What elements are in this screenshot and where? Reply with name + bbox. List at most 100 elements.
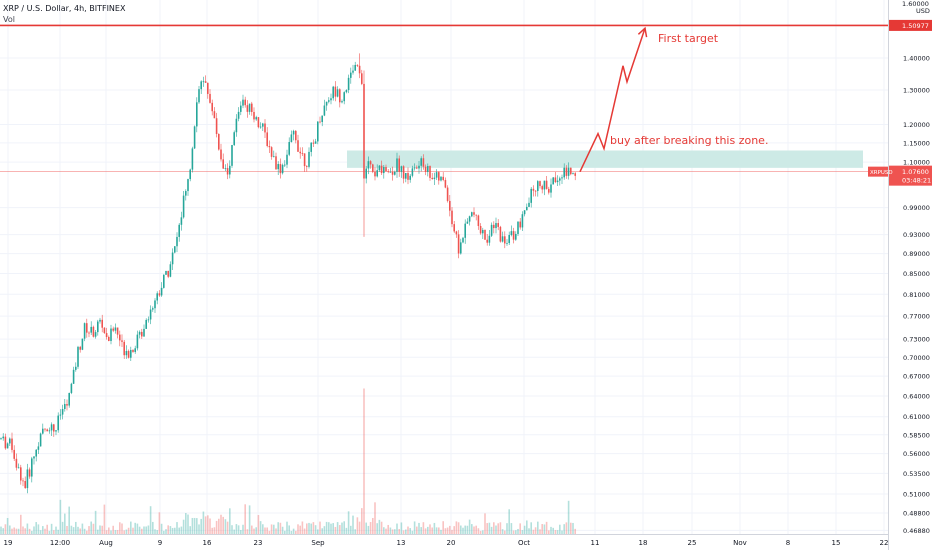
volume-bar xyxy=(220,514,222,534)
candle-body xyxy=(521,214,524,228)
volume-bar xyxy=(213,527,216,534)
candle-body xyxy=(563,167,565,178)
candle-body xyxy=(112,328,114,331)
candle-body xyxy=(97,321,99,333)
candle-body xyxy=(330,98,332,101)
volume-bar xyxy=(422,522,425,534)
volume-bar xyxy=(482,530,484,534)
volume-bar xyxy=(334,526,337,534)
candle-body xyxy=(387,171,389,173)
candle-body xyxy=(116,327,119,335)
volume-bar xyxy=(523,525,526,534)
volume-bar xyxy=(17,528,20,534)
candle-body xyxy=(4,436,7,449)
volume-bar xyxy=(341,522,343,534)
candle-body xyxy=(0,438,2,440)
volume-bar xyxy=(149,506,152,534)
price-tick-label: 0.46880 xyxy=(903,527,930,535)
candle-body xyxy=(220,149,222,160)
volume-bar xyxy=(391,529,394,534)
volume-bar xyxy=(88,526,90,534)
volume-bar xyxy=(394,529,396,534)
candle-body xyxy=(407,173,409,180)
candle-body xyxy=(532,188,535,191)
candle-body xyxy=(398,158,400,172)
volume-bar xyxy=(361,508,363,534)
volume-bar xyxy=(477,528,480,534)
time-tick-label: 19 xyxy=(4,539,13,547)
volume-bar xyxy=(123,530,125,534)
volume-bar xyxy=(570,522,572,534)
candle-body xyxy=(55,430,57,432)
time-tick-label: Aug xyxy=(99,539,113,547)
volume-bar xyxy=(352,515,354,534)
volume-bar xyxy=(526,520,528,534)
candle-body xyxy=(50,424,53,431)
volume-bar xyxy=(226,521,229,534)
candle-body xyxy=(284,164,286,166)
candle-body xyxy=(358,65,361,74)
candle-body xyxy=(561,177,563,179)
candle-body xyxy=(108,336,110,341)
candle-body xyxy=(383,166,385,174)
volume-bar xyxy=(358,521,361,534)
candle-body xyxy=(189,169,191,180)
candle-body xyxy=(433,177,436,179)
candle-body xyxy=(306,166,308,167)
candle-body xyxy=(24,481,26,489)
volume-bar xyxy=(48,530,51,534)
candle-body xyxy=(350,72,352,78)
volume-bar xyxy=(530,522,532,534)
candle-body xyxy=(537,181,539,192)
price-tick-label: 0.99000 xyxy=(903,204,930,212)
candle-body xyxy=(523,210,526,215)
candle-body xyxy=(453,224,455,232)
volume-bar xyxy=(218,518,220,534)
volume-bar xyxy=(134,522,136,534)
price-tick-label: 0.48800 xyxy=(903,510,930,518)
candle-body xyxy=(444,179,447,188)
volume-bar xyxy=(438,527,440,534)
candle-body xyxy=(438,172,440,181)
candle-body xyxy=(565,167,568,176)
candle-body xyxy=(490,224,493,236)
volume-bar xyxy=(339,525,341,534)
candle-body xyxy=(211,102,213,112)
volume-bar xyxy=(204,516,207,534)
volume-bar xyxy=(543,524,546,534)
time-tick-label: 13 xyxy=(397,539,406,547)
candle-body xyxy=(411,168,414,176)
volume-bar xyxy=(61,521,64,534)
candle-body xyxy=(33,456,35,459)
volume-bar xyxy=(207,515,209,534)
candle-body xyxy=(44,428,46,430)
candle-body xyxy=(255,117,257,120)
volume-bar xyxy=(154,529,156,534)
candle-body xyxy=(277,164,279,170)
candle-body xyxy=(319,121,321,123)
volume-bar xyxy=(501,529,504,534)
candle-body xyxy=(442,176,444,180)
candle-body xyxy=(77,346,79,367)
candle-body xyxy=(48,430,51,432)
volume-bar xyxy=(354,529,356,534)
candle-body xyxy=(209,93,211,103)
volume-bar xyxy=(211,527,213,534)
volume-bar xyxy=(281,526,284,534)
candle-body xyxy=(281,164,284,174)
candle-body xyxy=(13,449,15,459)
time-tick-label: 11 xyxy=(591,539,600,547)
candle-body xyxy=(548,188,550,193)
volume-bar xyxy=(409,528,411,534)
candle-body xyxy=(75,366,77,370)
volume-bar xyxy=(572,522,574,534)
volume-bar xyxy=(479,530,482,534)
volume-bar xyxy=(493,522,495,534)
candle-body xyxy=(279,164,282,174)
price-axis-top-label: 1.60000 xyxy=(902,0,929,8)
volume-bar xyxy=(565,522,568,534)
volume-bar xyxy=(46,524,48,534)
candle-body xyxy=(510,231,513,236)
